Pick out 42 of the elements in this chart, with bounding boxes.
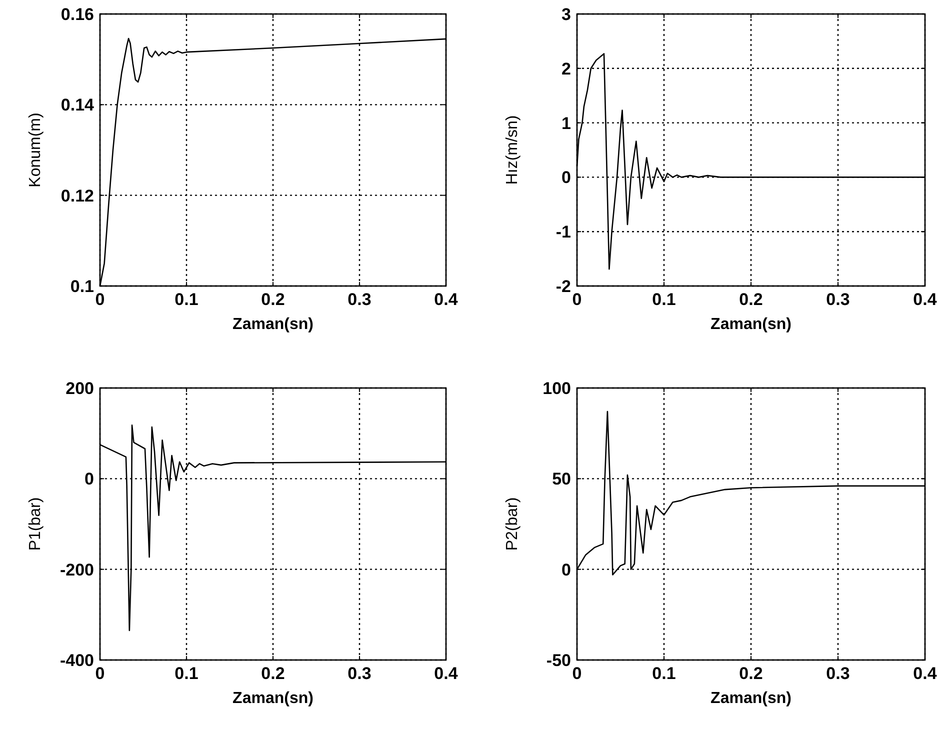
y-tick-label: -1 — [556, 222, 571, 242]
x-tick-label: 0.3 — [348, 664, 372, 683]
x-tick-label: 0.2 — [739, 664, 763, 683]
x-tick-label: 0.2 — [261, 290, 285, 309]
x-axis-title: Zaman(sn) — [232, 690, 314, 707]
y-tick-label: 0 — [562, 560, 571, 580]
y-tick-label: 0 — [84, 470, 94, 489]
y-tick-label: 0.16 — [60, 4, 94, 24]
x-tick-label: 0.3 — [348, 290, 372, 309]
y-axis-title: P1(bar) — [27, 497, 44, 551]
y-tick-label: -2 — [556, 276, 571, 296]
y-tick-label: 200 — [66, 378, 94, 398]
x-tick-label: 0.2 — [739, 290, 763, 309]
x-tick-label: 0.1 — [652, 664, 676, 683]
y-tick-label: -200 — [60, 560, 94, 580]
y-axis-title: Hız(m/sn) — [504, 115, 521, 185]
x-axis-title: Zaman(sn) — [710, 316, 792, 333]
x-tick-label: 0.1 — [652, 290, 676, 309]
y-axis-title: Konum(m) — [27, 112, 44, 188]
x-tick-label: 0.2 — [261, 664, 285, 683]
y-tick-label: 2 — [562, 59, 571, 78]
y-tick-label: 0.14 — [60, 96, 95, 115]
y-tick-label: 100 — [542, 378, 571, 398]
x-tick-label: 0.1 — [174, 664, 198, 683]
x-tick-label: 0.4 — [434, 290, 458, 309]
y-tick-label: -50 — [546, 650, 571, 670]
y-tick-label: -400 — [60, 650, 94, 670]
x-tick-label: 0.3 — [826, 290, 850, 309]
x-axis-title: Zaman(sn) — [710, 690, 792, 707]
x-tick-label: 0.4 — [913, 290, 938, 309]
y-tick-label: 0.1 — [70, 276, 94, 296]
y-tick-label: 0 — [562, 168, 571, 188]
x-axis-title: Zaman(sn) — [232, 316, 314, 333]
x-tick-label: 0.4 — [913, 664, 938, 683]
y-tick-label: 1 — [562, 114, 571, 133]
x-tick-label: 0.4 — [434, 664, 458, 683]
y-tick-label: 3 — [562, 4, 571, 24]
y-tick-label: 50 — [552, 470, 571, 489]
x-tick-label: 0.1 — [174, 290, 198, 309]
y-axis-title: P2(bar) — [504, 497, 521, 551]
y-tick-label: 0.12 — [60, 186, 94, 206]
x-tick-label: 0.3 — [826, 664, 850, 683]
